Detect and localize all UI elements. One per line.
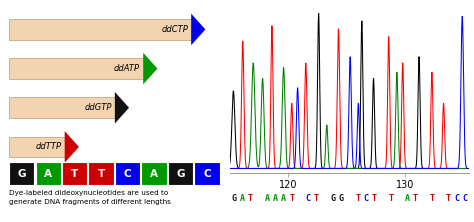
Text: A: A bbox=[405, 194, 410, 203]
Text: C: C bbox=[364, 194, 369, 203]
Text: T: T bbox=[71, 168, 78, 178]
Polygon shape bbox=[115, 92, 129, 123]
Text: G: G bbox=[231, 194, 237, 203]
Text: T: T bbox=[356, 194, 360, 203]
Bar bbox=[9, 137, 67, 157]
Text: G: G bbox=[176, 168, 185, 178]
Polygon shape bbox=[191, 14, 205, 45]
Text: T: T bbox=[388, 194, 393, 203]
Text: ddATP: ddATP bbox=[114, 64, 140, 73]
Text: A: A bbox=[273, 194, 278, 203]
Polygon shape bbox=[64, 131, 79, 163]
Text: G: G bbox=[330, 194, 336, 203]
Text: C: C bbox=[463, 194, 468, 203]
Bar bbox=[89, 162, 114, 185]
Polygon shape bbox=[143, 53, 157, 84]
Text: G: G bbox=[339, 194, 344, 203]
Bar bbox=[62, 162, 87, 185]
Text: C: C bbox=[306, 194, 311, 203]
Text: ddGTP: ddGTP bbox=[84, 103, 111, 112]
Bar bbox=[9, 19, 193, 40]
Text: T: T bbox=[446, 194, 451, 203]
Text: A: A bbox=[240, 194, 245, 203]
Text: T: T bbox=[248, 194, 253, 203]
Text: C: C bbox=[203, 168, 210, 178]
Bar bbox=[168, 162, 193, 185]
Text: G: G bbox=[18, 168, 26, 178]
Text: T: T bbox=[429, 194, 435, 203]
Text: T: T bbox=[314, 194, 319, 203]
Text: T: T bbox=[98, 168, 105, 178]
Text: A: A bbox=[281, 194, 286, 203]
Text: A: A bbox=[264, 194, 270, 203]
Text: C: C bbox=[455, 194, 459, 203]
Text: T: T bbox=[413, 194, 418, 203]
Bar bbox=[9, 162, 35, 185]
Text: Dye-labeled dideoxynucleotides are used to
generate DNA fragments of different l: Dye-labeled dideoxynucleotides are used … bbox=[9, 190, 171, 205]
Bar bbox=[9, 97, 117, 118]
Bar bbox=[141, 162, 167, 185]
Text: T: T bbox=[372, 194, 377, 203]
Text: C: C bbox=[124, 168, 131, 178]
Text: A: A bbox=[150, 168, 158, 178]
Text: T: T bbox=[289, 194, 294, 203]
Bar bbox=[9, 58, 146, 79]
Text: ddCTP: ddCTP bbox=[161, 25, 188, 34]
Bar bbox=[194, 162, 219, 185]
Bar bbox=[115, 162, 140, 185]
Bar bbox=[36, 162, 61, 185]
Text: ddTTP: ddTTP bbox=[36, 142, 62, 151]
Text: A: A bbox=[44, 168, 52, 178]
